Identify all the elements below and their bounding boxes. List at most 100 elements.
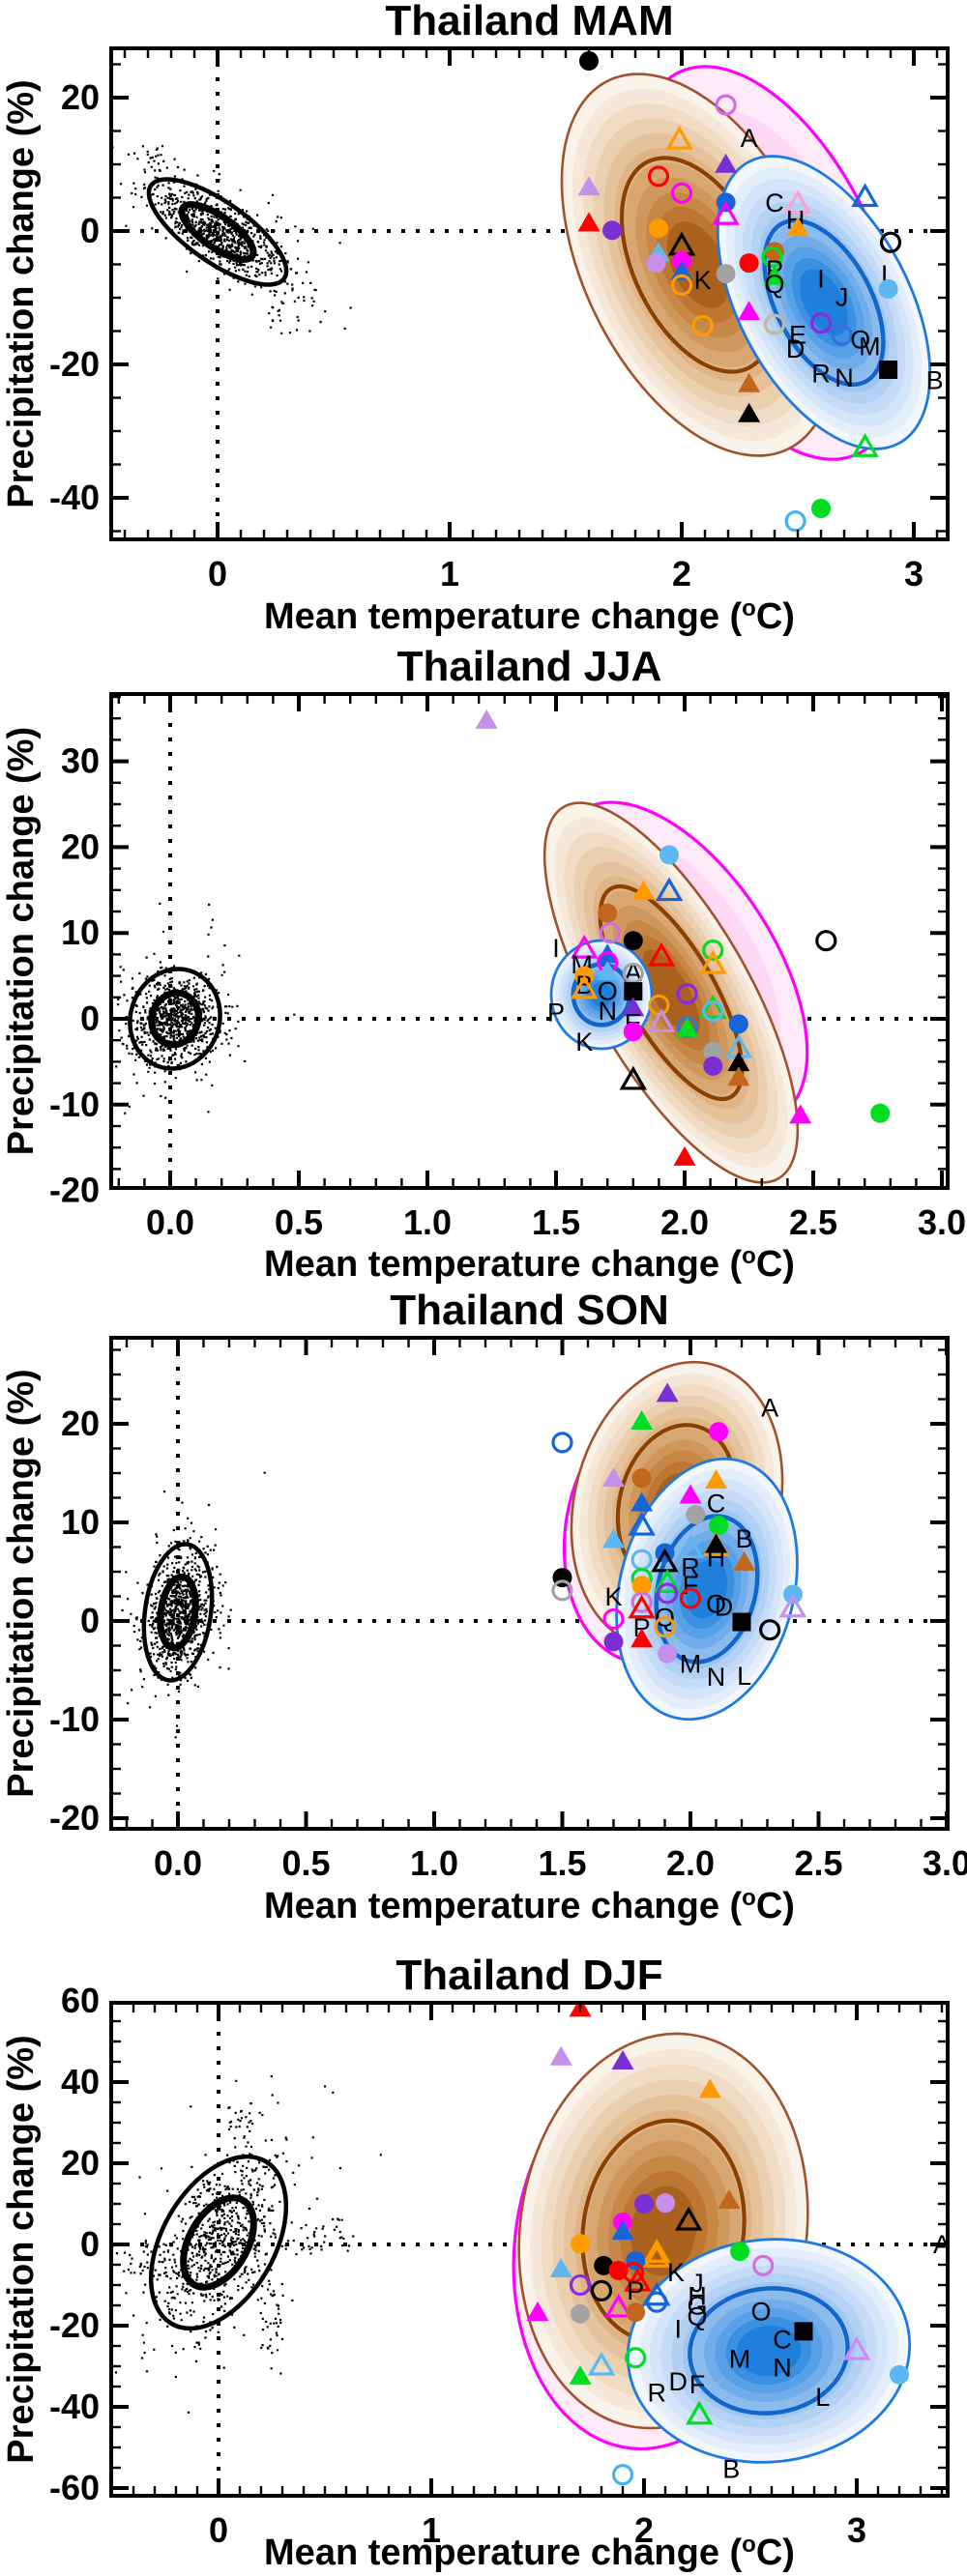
marker-open-circle (654, 1616, 676, 1638)
marker-filled-circle (890, 2364, 909, 2385)
x-tick-label: 1 (440, 554, 459, 593)
model-letter-P: P (627, 2276, 644, 2305)
blue-ellipse-outline (615, 1457, 799, 1722)
x-tick-label: 2.0 (666, 1843, 715, 1883)
marker-filled-square (879, 361, 898, 380)
panel-background (0, 644, 967, 1288)
marker-open-circle (670, 274, 693, 296)
marker-filled-triangle (656, 1382, 679, 1403)
marker-open-circle (676, 983, 698, 1005)
model-letter-O: O (850, 326, 870, 355)
model-letter-J: J (690, 2269, 704, 2298)
marker-open-circle (599, 922, 621, 944)
marker-filled-triangle (596, 961, 619, 981)
marker-open-circle (569, 2273, 592, 2297)
y-tick-label: 0 (80, 2224, 100, 2264)
model-letter-E: E (789, 321, 806, 350)
chart-thailand-jja: IMABONPEK0.00.51.01.52.02.53.03020100-10… (0, 644, 967, 1288)
y-tick-label: 60 (61, 1981, 100, 2020)
model-markers: AK JP HGQ OI CM ND FR LB (526, 2003, 948, 2486)
y-axis-title: Precipitation change (%) (1, 2035, 42, 2463)
black-variability-ellipses (141, 1542, 215, 1683)
marker-open-circle (602, 1607, 625, 1631)
marker-open-triangle (628, 1594, 656, 1619)
marker-filled-circle (728, 1014, 748, 1034)
marker-open-triangle (570, 934, 599, 959)
marker-filled-triangle (569, 2364, 592, 2385)
marker-filled-triangle (679, 1484, 702, 1504)
marker-open-triangle (604, 2293, 632, 2318)
marker-open-triangle (655, 877, 684, 902)
marker-filled-circle (579, 51, 599, 72)
axis-ticks (111, 1338, 949, 1829)
plot-content: ACHPKQIJLEDOMRNB (111, 48, 948, 539)
marker-filled-triangle (727, 1066, 750, 1086)
y-tick-label: 30 (61, 741, 100, 781)
marker-open-circle (679, 1587, 702, 1609)
marker-filled-triangle (738, 301, 761, 321)
model-letter-M: M (859, 332, 881, 361)
marker-open-triangle (647, 1008, 676, 1033)
marker-filled-square (732, 1612, 751, 1632)
chart-thailand-djf: AK JP HGQ OI CM ND FR LB0 1 2 36040200-20-40-60Tha… (0, 1931, 967, 2576)
marker-open-triangle (665, 125, 693, 150)
marker-open-circle (657, 1582, 679, 1605)
marker-open-circle (630, 1591, 653, 1613)
marker-filled-triangle (631, 880, 655, 900)
y-tick-label: -60 (49, 2468, 100, 2507)
x-tick-label: 0.0 (154, 1843, 202, 1883)
model-letter-Q: Q (764, 270, 784, 299)
marker-filled-triangle (577, 212, 601, 232)
marker-open-circle (551, 1432, 573, 1454)
x-tick-label: 2.0 (660, 1202, 709, 1242)
model-letter-J: J (835, 282, 849, 311)
model-letter-A: A (741, 124, 758, 153)
model-letter-O: O (750, 2298, 771, 2327)
marker-filled-triangle (738, 372, 761, 392)
x-tick-label: 3 (904, 554, 923, 593)
model-letter-R: R (811, 360, 831, 389)
y-tick-label: -20 (49, 1798, 100, 1838)
marker-filled-circle (686, 1504, 706, 1524)
blue-inner-contour (688, 2286, 850, 2416)
x-tick-label: 1.0 (410, 1843, 458, 1883)
y-tick-label: -40 (49, 478, 100, 517)
x-tick-label: 0 (209, 2510, 228, 2550)
marker-open-triangle (570, 974, 599, 999)
marker-filled-circle (602, 220, 622, 241)
marker-filled-triangle (673, 1145, 696, 1166)
model-letter-I: I (552, 934, 560, 963)
x-tick-label: 1.5 (532, 1202, 580, 1242)
marker-filled-triangle (630, 1409, 654, 1430)
x-tick-label: 1.5 (538, 1843, 586, 1883)
marker-filled-triangle (727, 1052, 750, 1072)
black-outer-ellipse (146, 177, 289, 287)
axis-ticks (111, 694, 948, 1188)
marker-filled-triangle (630, 1628, 654, 1648)
marker-filled-square (794, 2322, 813, 2341)
plot-frame (109, 2001, 950, 2498)
marker-filled-circle (603, 1632, 624, 1652)
black-outer-ellipse (141, 1542, 215, 1683)
x-tick-label: 2.5 (789, 1202, 837, 1242)
x-tick-label: 3.0 (918, 1202, 966, 1242)
x-tick-label: 2 (634, 2510, 654, 2550)
y-tick-label: -20 (49, 344, 100, 384)
black-variability-ellipses (128, 967, 222, 1071)
model-letter-M: M (729, 2345, 751, 2374)
marker-filled-triangle (630, 1491, 654, 1512)
marker-open-triangle (647, 941, 676, 967)
model-letter-K: K (604, 1582, 622, 1611)
marker-open-circle (647, 165, 670, 188)
marker-filled-triangle (733, 1550, 756, 1571)
x-axis-title: Mean temperature change (oC) (264, 1243, 795, 1285)
model-letter-I: I (674, 2315, 682, 2344)
marker-open-circle (752, 2254, 775, 2276)
black-inner-ellipse (148, 989, 202, 1049)
model-letter-P: P (633, 1613, 651, 1642)
black-inner-ellipse (180, 2194, 257, 2291)
marker-open-circle (590, 2279, 613, 2301)
marker-filled-circle (658, 1643, 678, 1664)
marker-filled-circle (571, 2303, 590, 2324)
